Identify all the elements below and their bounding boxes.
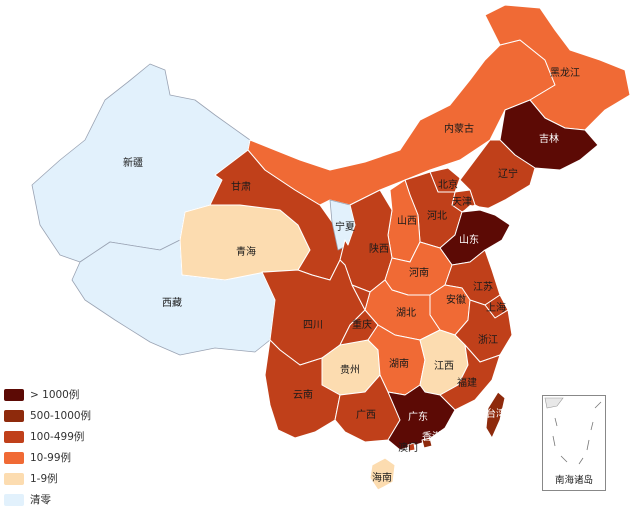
- label-shanxi: 山西: [397, 215, 417, 227]
- legend-swatch: [4, 409, 24, 422]
- label-guangxi: 广西: [356, 409, 376, 421]
- legend-item[interactable]: 500-1000例: [4, 405, 91, 426]
- label-shaanxi: 陕西: [369, 242, 389, 255]
- label-xinjiang: 新疆: [123, 156, 143, 169]
- label-hongkong: 香港: [422, 431, 442, 443]
- legend-item[interactable]: > 1000例: [4, 384, 91, 405]
- label-fujian: 福建: [457, 376, 477, 389]
- legend-swatch: [4, 388, 24, 401]
- label-beijing: 北京: [438, 178, 458, 191]
- province-hongkong[interactable]: [421, 437, 433, 449]
- province-hainan[interactable]: [369, 457, 396, 491]
- legend-label: 清零: [30, 494, 51, 506]
- label-shanghai: 上海: [486, 301, 506, 314]
- province-fujian[interactable]: [439, 344, 501, 411]
- legend-label: > 1000例: [30, 389, 80, 401]
- map-legend: > 1000例 500-1000例 100-499例 10-99例 1-9例 清…: [4, 384, 91, 510]
- province-taiwan[interactable]: [485, 391, 506, 439]
- legend-label: 100-499例: [30, 431, 85, 443]
- label-hebei: 河北: [427, 210, 447, 222]
- label-hainan: 海南: [372, 471, 392, 484]
- province-liaoning[interactable]: [459, 139, 536, 211]
- label-jiangsu: 江苏: [473, 280, 493, 293]
- label-shandong: 山东: [459, 233, 479, 246]
- province-guangdong[interactable]: [387, 384, 456, 451]
- south-china-sea-inset: 南海诸岛: [542, 395, 606, 491]
- label-jilin: 吉林: [539, 132, 559, 145]
- inset-label: 南海诸岛: [554, 475, 593, 486]
- label-zhejiang: 浙江: [478, 334, 498, 346]
- legend-label: 10-99例: [30, 452, 72, 464]
- label-chongqing: 重庆: [352, 318, 372, 331]
- inset-islands: [544, 397, 602, 465]
- legend-item[interactable]: 1-9例: [4, 468, 91, 489]
- label-henan: 河南: [409, 266, 429, 279]
- legend-item[interactable]: 10-99例: [4, 447, 91, 468]
- label-yunnan: 云南: [293, 388, 313, 401]
- label-xizang: 西藏: [162, 297, 182, 309]
- legend-item[interactable]: 清零: [4, 489, 91, 510]
- label-liaoning: 辽宁: [498, 167, 518, 180]
- label-sichuan: 四川: [303, 320, 323, 331]
- legend-swatch: [4, 430, 24, 443]
- label-macau: 澳门: [398, 441, 418, 454]
- label-tianjin: 天津: [452, 196, 472, 208]
- label-hunan: 湖南: [389, 357, 409, 370]
- label-qinghai: 青海: [236, 245, 256, 258]
- province-macau[interactable]: [407, 442, 416, 452]
- label-anhui: 安徽: [446, 293, 466, 306]
- legend-item[interactable]: 100-499例: [4, 426, 91, 447]
- label-heilongjiang: 黑龙江: [550, 66, 580, 79]
- label-hubei: 湖北: [396, 307, 416, 319]
- legend-swatch: [4, 451, 24, 464]
- province-heilongjiang[interactable]: [484, 4, 631, 131]
- label-neimenggu: 内蒙古: [444, 122, 474, 135]
- label-guizhou: 贵州: [340, 363, 360, 376]
- label-jiangxi: 江西: [434, 360, 454, 372]
- label-gansu: 甘肃: [231, 180, 251, 193]
- legend-swatch: [4, 472, 24, 485]
- label-guangdong: 广东: [408, 410, 428, 423]
- label-taiwan: 台湾: [486, 407, 506, 420]
- legend-label: 500-1000例: [30, 410, 92, 422]
- legend-label: 1-9例: [30, 473, 58, 485]
- legend-swatch: [4, 493, 24, 506]
- bohai-sea: [462, 205, 495, 215]
- label-ningxia: 宁夏: [335, 220, 355, 233]
